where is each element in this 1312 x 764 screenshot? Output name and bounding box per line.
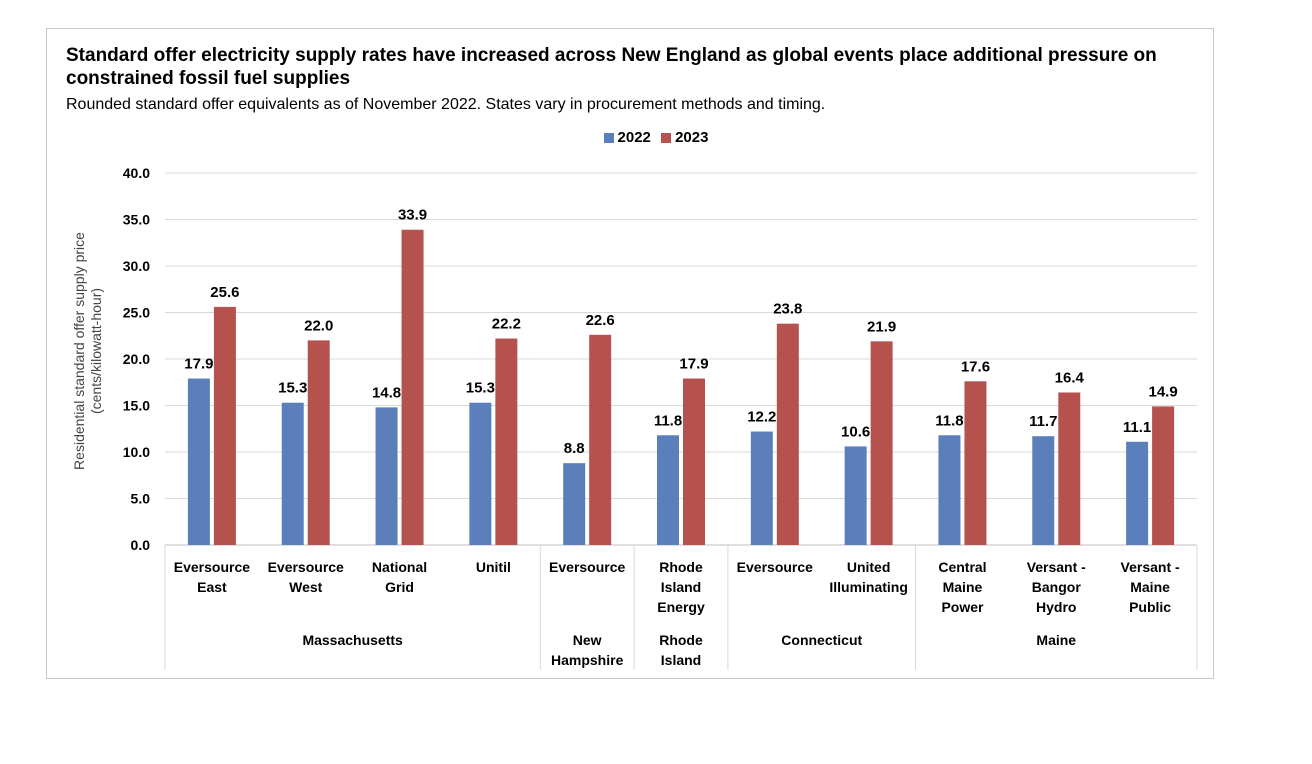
x-category-label: Energy — [657, 599, 705, 615]
data-label-2022: 17.9 — [184, 356, 213, 373]
x-category-label: Unitil — [476, 559, 511, 575]
bar-2022 — [1032, 436, 1055, 545]
legend-label-2022: 2022 — [617, 129, 651, 146]
data-label-2022: 14.8 — [372, 384, 401, 401]
bar-2022 — [938, 435, 961, 545]
data-label-2022: 10.6 — [841, 423, 870, 440]
data-label-2022: 11.1 — [1123, 419, 1151, 436]
bar-2023 — [213, 306, 236, 545]
y-tick-label: 40.0 — [123, 165, 150, 181]
data-label-2023: 17.6 — [961, 358, 990, 375]
data-label-2023: 22.2 — [492, 316, 521, 333]
legend-swatch-2023 — [661, 132, 672, 143]
y-tick-label: 0.0 — [131, 537, 151, 553]
bar-2022 — [375, 407, 398, 545]
legend-item-2022: 2022 — [603, 129, 651, 146]
data-label-2023: 33.9 — [398, 207, 427, 224]
data-label-2022: 11.8 — [654, 412, 682, 429]
bar-2022 — [1126, 441, 1149, 545]
data-label-2023: 22.6 — [586, 312, 615, 329]
chart-legend: 2022 2023 — [0, 129, 1312, 147]
x-category-label: United — [847, 559, 891, 575]
y-tick-label: 5.0 — [131, 491, 151, 507]
x-category-label: Power — [941, 599, 984, 615]
chart-subtitle: Rounded standard offer equivalents as of… — [66, 96, 826, 113]
data-label-2023: 16.4 — [1055, 369, 1085, 386]
x-category-label: Versant - — [1121, 559, 1180, 575]
data-label-2022: 11.7 — [1029, 413, 1057, 430]
bar-2023 — [683, 378, 705, 545]
x-category-label: Eversource — [737, 559, 813, 575]
x-group-label: Rhode — [659, 632, 703, 648]
y-tick-label: 35.0 — [123, 212, 150, 228]
bar-2022 — [187, 378, 210, 545]
y-axis-label-units: (cents/kilowatt-hour) — [88, 288, 104, 414]
bar-2023 — [1058, 392, 1081, 545]
bar-2023 — [401, 229, 424, 546]
data-label-2023: 14.9 — [1148, 383, 1177, 400]
legend-item-2023: 2023 — [661, 129, 708, 146]
bar-2022 — [844, 446, 867, 545]
x-category-label: Maine — [943, 579, 983, 595]
y-tick-label: 25.0 — [123, 305, 150, 321]
x-category-label: East — [197, 579, 227, 595]
x-group-label: Connecticut — [781, 632, 862, 648]
bar-2023 — [964, 381, 987, 545]
data-label-2022: 8.8 — [564, 440, 585, 457]
x-category-label: Eversource — [549, 559, 625, 575]
bar-2022 — [281, 402, 304, 545]
x-category-label: Grid — [385, 579, 414, 595]
x-group-label: Maine — [1036, 632, 1076, 648]
data-label-2023: 21.9 — [867, 318, 896, 335]
data-label-2022: 12.2 — [747, 409, 776, 426]
x-group-label: Island — [661, 652, 701, 668]
x-category-label: Hydro — [1036, 599, 1076, 615]
x-category-label: Eversource — [268, 559, 344, 575]
data-label-2023: 23.8 — [773, 301, 802, 318]
y-tick-label: 20.0 — [123, 351, 150, 367]
chart-title: Standard offer electricity supply rates … — [66, 45, 1157, 89]
legend-label-2023: 2023 — [675, 129, 709, 146]
x-category-label: Versant - — [1027, 559, 1086, 575]
y-tick-label: 10.0 — [123, 444, 150, 460]
bar-2022 — [750, 431, 773, 545]
data-label-2022: 11.8 — [935, 412, 963, 429]
data-label-2023: 25.6 — [210, 284, 239, 301]
data-label-2022: 15.3 — [278, 380, 307, 397]
y-axis-label: Residential standard offer supply price — [71, 232, 87, 470]
bar-2022 — [563, 463, 586, 545]
x-category-label: Illuminating — [829, 579, 908, 595]
x-group-label: Hampshire — [551, 652, 624, 668]
x-category-label: West — [289, 579, 323, 595]
x-category-label: Public — [1129, 599, 1171, 615]
legend-swatch-2022 — [603, 132, 614, 143]
y-tick-label: 15.0 — [123, 398, 150, 414]
x-group-label: New — [573, 632, 602, 648]
x-category-label: Bangor — [1032, 579, 1082, 595]
bar-2023 — [870, 341, 893, 545]
chart-frame — [46, 28, 1214, 679]
x-category-label: Island — [661, 579, 701, 595]
y-tick-label: 30.0 — [123, 258, 150, 274]
x-category-label: Maine — [1130, 579, 1170, 595]
x-category-label: Rhode — [659, 559, 703, 575]
x-category-label: National — [372, 559, 427, 575]
x-group-label: Massachusetts — [302, 632, 403, 648]
bar-2023 — [776, 323, 799, 545]
bar-2023 — [1152, 406, 1175, 545]
data-label-2022: 15.3 — [466, 380, 495, 397]
bar-2022 — [657, 435, 679, 545]
bar-2023 — [307, 340, 330, 545]
data-label-2023: 22.0 — [304, 317, 333, 334]
x-category-label: Central — [938, 559, 986, 575]
data-label-2023: 17.9 — [679, 356, 708, 373]
x-category-label: Eversource — [174, 559, 250, 575]
bar-2022 — [469, 402, 492, 545]
bar-2023 — [495, 338, 518, 545]
bar-2023 — [589, 334, 612, 545]
